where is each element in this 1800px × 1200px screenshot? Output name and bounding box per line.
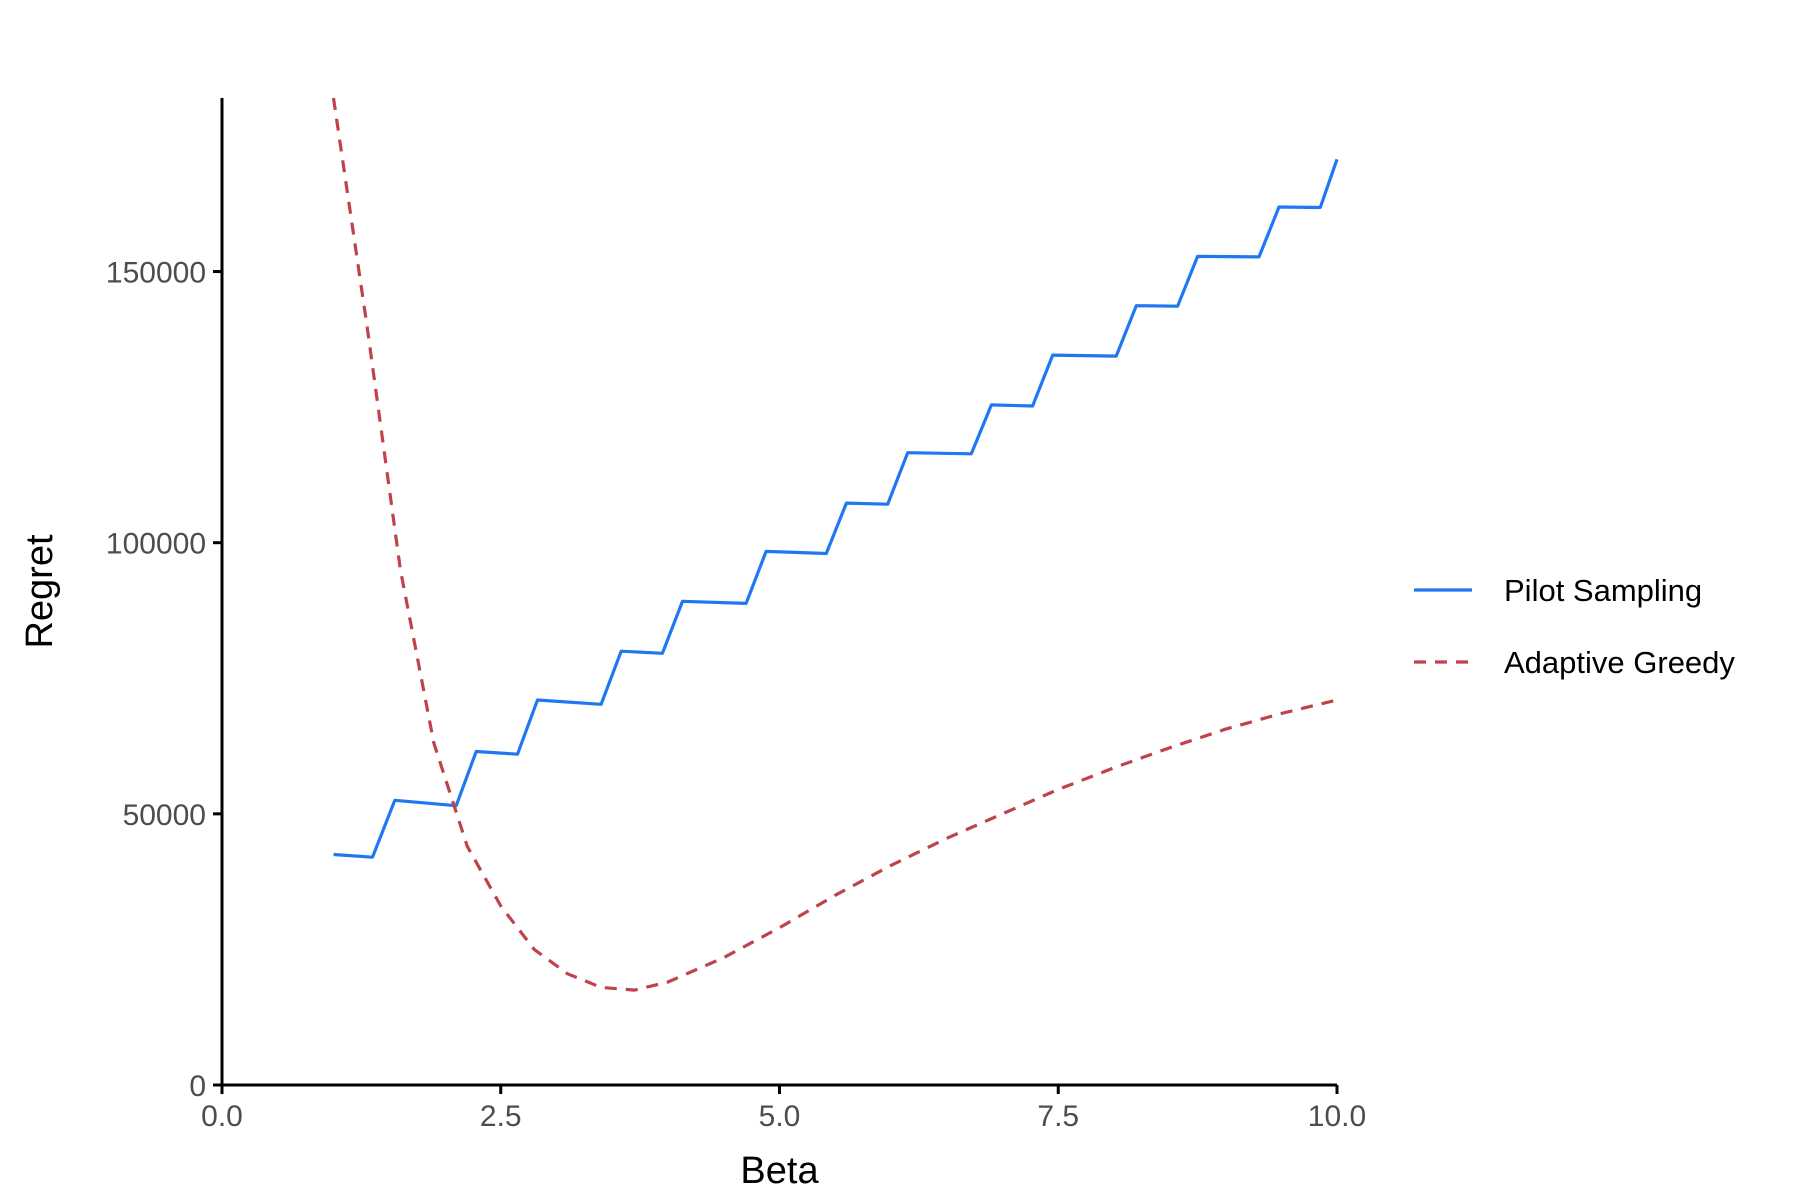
x-tick-label: 5.0: [759, 1100, 801, 1133]
x-tick-label: 0.0: [201, 1100, 243, 1133]
legend: Pilot Sampling Adaptive Greedy: [1414, 573, 1735, 680]
y-axis-title: Regret: [19, 534, 61, 648]
series-line-pilot-sampling: [333, 158, 1339, 859]
y-tick-label: 100000: [106, 528, 206, 561]
x-tick-label: 10.0: [1308, 1100, 1366, 1133]
y-tick-label: 0: [189, 1070, 206, 1103]
x-ticks: 0.0 2.5 5.0 7.5 10.0: [201, 1085, 1366, 1133]
legend-label-pilot-sampling: Pilot Sampling: [1504, 573, 1702, 608]
plot-lines: [331, 97, 1339, 992]
x-tick-label: 2.5: [480, 1100, 522, 1133]
y-tick-label: 150000: [106, 257, 206, 290]
x-axis-title: Beta: [740, 1150, 819, 1192]
y-ticks: 0 50000 100000 150000: [106, 257, 222, 1103]
x-tick-label: 7.5: [1037, 1100, 1079, 1133]
series-line-adaptive-greedy: [331, 97, 1338, 992]
legend-label-adaptive-greedy: Adaptive Greedy: [1504, 645, 1735, 680]
y-tick-label: 50000: [123, 799, 206, 832]
